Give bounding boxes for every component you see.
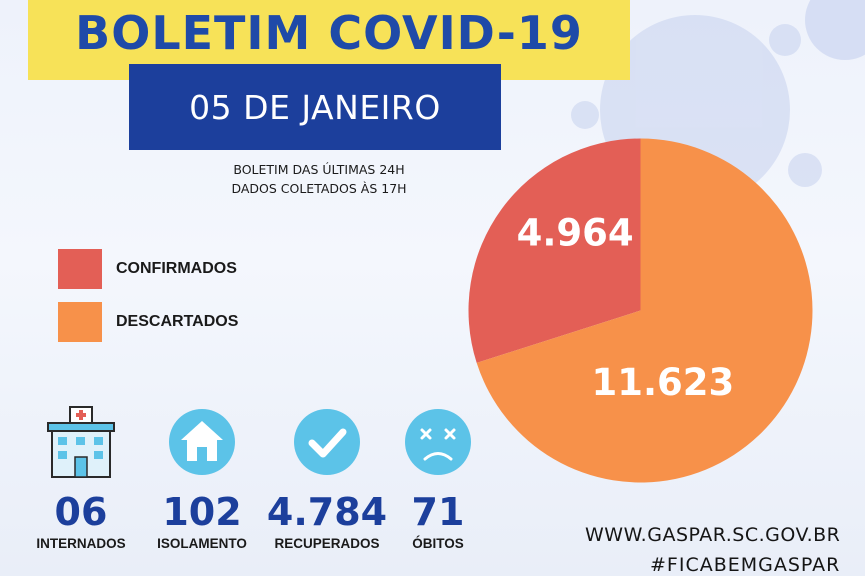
pie-slice-descartados [476,138,813,483]
sad-face-icon [405,409,471,475]
collection-note-line2: DADOS COLETADOS ÀS 17H [231,181,407,196]
hospital-icon [47,406,115,478]
stat-value-obitos: 71 [411,490,465,534]
legend-swatch-confirmados [58,249,102,289]
stat-internados: 06 INTERNADOS [28,405,134,551]
legend-label-descartados: DESCARTADOS [116,313,239,330]
pie-slice-confirmados [468,138,641,363]
stat-label-obitos: ÓBITOS [412,536,464,551]
legend-swatch-descartados [58,302,102,342]
legend-label-confirmados: CONFIRMADOS [116,260,237,277]
hashtag: #FICABEMGASPAR [650,554,841,576]
legend-item-descartados: DESCARTADOS [58,302,238,342]
collection-note: BOLETIM DAS ÚLTIMAS 24H DADOS COLETADOS … [214,160,424,198]
stat-recuperados: 4.784 RECUPERADOS [266,405,388,551]
stat-isolamento: 102 ISOLAMENTO [150,405,254,551]
checkmark-icon [294,409,360,475]
page-title: BOLETIM COVID-19 [75,6,583,60]
stat-label-recuperados: RECUPERADOS [274,536,380,551]
date-banner: 05 DE JANEIRO [129,64,501,150]
stat-value-internados: 06 [54,490,108,534]
house-icon [169,409,235,475]
stat-value-recuperados: 4.784 [266,490,388,534]
collection-note-line1: BOLETIM DAS ÚLTIMAS 24H [233,162,405,177]
website-url: WWW.GASPAR.SC.GOV.BR [585,524,841,546]
stat-value-isolamento: 102 [162,490,242,534]
stat-obitos: 71 ÓBITOS [400,405,476,551]
title-banner: BOLETIM COVID-19 [28,0,630,80]
pie-data-label-confirmados: 4.964 [517,211,634,254]
stat-label-internados: INTERNADOS [36,536,126,551]
legend-item-confirmados: CONFIRMADOS [58,249,237,289]
cases-pie-chart: 4.964 11.623 [468,138,813,483]
report-date: 05 DE JANEIRO [189,87,441,127]
stat-label-isolamento: ISOLAMENTO [157,536,247,551]
pie-data-label-descartados: 11.623 [591,361,734,404]
